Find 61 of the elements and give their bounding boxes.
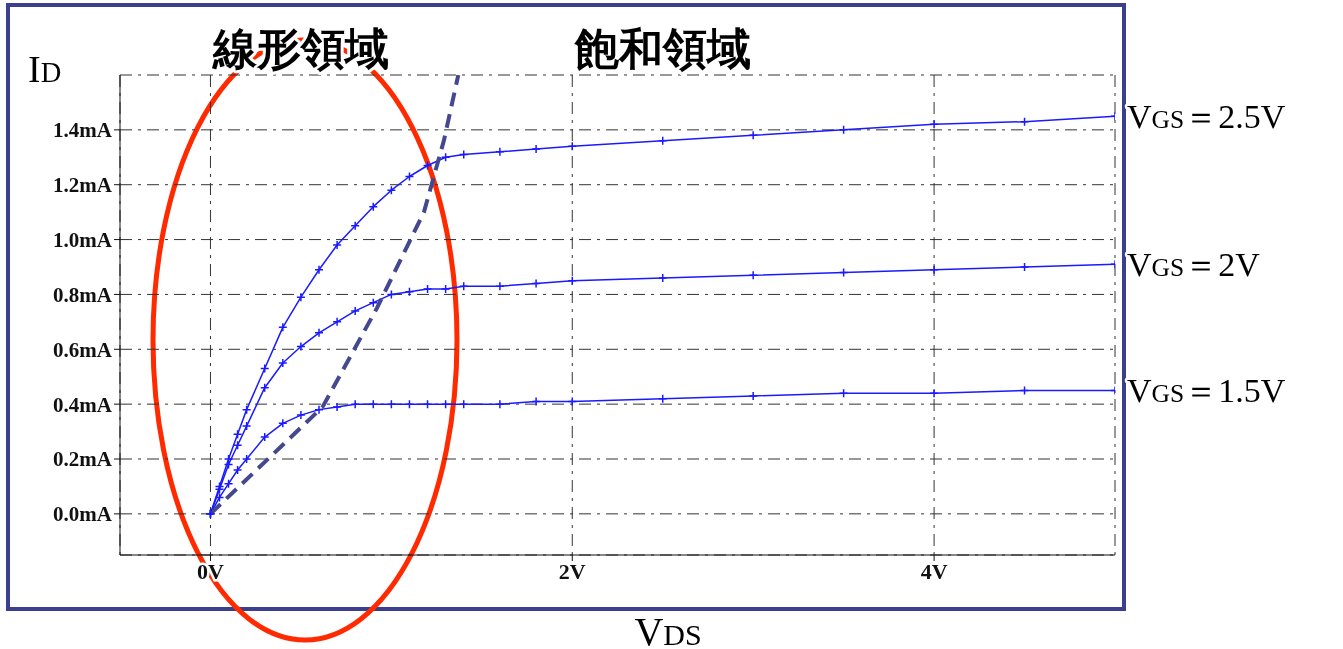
point [929,388,939,398]
point [748,270,758,280]
point [332,240,342,250]
y-tick-label: 0.4mA [53,392,113,417]
y-tick-label: 0.6mA [53,337,113,362]
x-tick-label: 2V [558,558,586,584]
series-label: VGS＝2V [1127,246,1261,284]
y-tick-label: 0.2mA [53,447,113,472]
point [422,399,433,409]
point [314,404,324,415]
point [241,454,252,464]
point [314,328,324,338]
text: 飽和領域 [573,23,751,74]
point [458,281,469,291]
point [296,410,306,420]
line-series [208,75,461,516]
y-tick-label: 1.0mA [53,228,113,253]
point [350,221,360,231]
y-tick-label: 0.0mA [53,502,113,527]
point [495,399,505,409]
point [748,130,758,141]
point [495,147,505,157]
y-tick-label: 1.2mA [53,173,113,198]
point [350,306,360,316]
point [495,281,505,291]
point [232,465,243,475]
point [422,284,433,294]
point [657,273,668,283]
point [838,125,849,135]
point [657,136,668,146]
point [929,264,939,275]
point [748,391,758,401]
point [278,418,288,429]
point [350,399,360,409]
point [314,264,324,275]
point [838,388,849,398]
point [404,399,415,409]
point [296,292,306,302]
point [531,396,541,407]
point [296,341,306,352]
point [386,399,397,409]
point [531,278,541,289]
y-tick-label: 1.4mA [53,118,113,143]
point [1019,262,1030,272]
point [440,284,451,294]
point [278,322,288,333]
x-axis-title: VDS [634,609,702,649]
point [458,399,469,409]
x-tick-label: 4V [920,558,948,584]
point [332,317,342,327]
point [278,358,288,368]
point [386,185,397,195]
point [929,119,939,130]
series-label: VGS＝2.5V [1127,98,1286,136]
point [259,432,270,442]
series-label: VGS＝1.5V [1127,372,1286,410]
y-tick-label: 0.8mA [53,282,113,307]
point [241,421,252,431]
point [531,144,541,154]
y-axis-title: ID [28,48,62,90]
point [440,399,451,409]
